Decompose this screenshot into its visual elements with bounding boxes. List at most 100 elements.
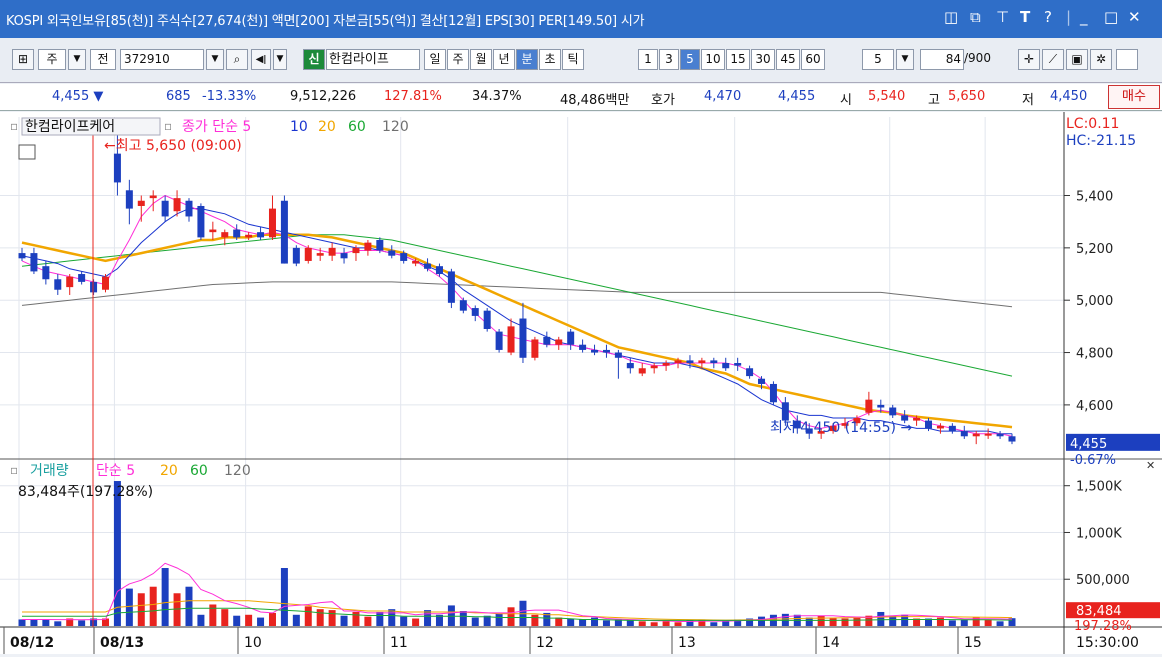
candle xyxy=(221,232,229,238)
price-legend-ma-120: 120 xyxy=(382,119,409,135)
candle xyxy=(292,247,300,264)
current-price: 4,455 ▼ xyxy=(52,89,104,104)
stock-info-title: KOSPI 외국인보유[85(천)] 주식수[27,674(천)] 액면[200… xyxy=(6,14,645,29)
interval-tab-15[interactable]: 15 xyxy=(726,49,750,70)
credit-badge[interactable]: 신 xyxy=(303,49,325,70)
data-count-total: /900 xyxy=(964,51,991,65)
volume-bar xyxy=(268,612,276,626)
interval-tab-1[interactable]: 1 xyxy=(638,49,658,70)
search-icon[interactable]: ⌕ xyxy=(226,49,248,70)
layout-icon[interactable]: ◫ xyxy=(944,8,959,26)
x-tick-label: 14 xyxy=(822,635,840,651)
candle xyxy=(519,318,527,358)
volume-bar xyxy=(591,617,599,626)
volume-bar xyxy=(901,614,909,626)
candle xyxy=(531,339,539,358)
candle xyxy=(66,276,74,288)
period-tab-6[interactable]: 틱 xyxy=(562,49,584,70)
interval-dropdown-icon[interactable]: ▼ xyxy=(896,49,914,70)
chart-area[interactable]: 5,400 5,200 5,000 4,800 4,600 1,500K 1,000K 500… xyxy=(0,112,1162,654)
interval-input[interactable]: 5 xyxy=(862,49,894,70)
restore-icon[interactable]: □ xyxy=(1104,8,1119,26)
candle xyxy=(483,310,491,329)
code-dropdown-icon[interactable]: ▼ xyxy=(206,49,224,70)
volume-legend-name: 거래량 xyxy=(30,463,69,479)
candle xyxy=(209,229,217,233)
candle xyxy=(638,368,646,374)
window-layout-icon[interactable]: ⊞ xyxy=(12,49,34,70)
candle xyxy=(149,195,157,199)
candle xyxy=(781,402,789,421)
x-tick-label: 12 xyxy=(536,635,554,651)
scope-button[interactable]: 전 xyxy=(90,49,116,70)
minimize-icon[interactable]: _ xyxy=(1080,8,1088,26)
data-count-input[interactable]: 84 xyxy=(920,49,964,70)
interval-tab-60[interactable]: 60 xyxy=(801,49,825,70)
volume-y-tick-label: 500,000 xyxy=(1076,573,1130,588)
buy-button[interactable]: 매수 xyxy=(1108,85,1160,109)
candle xyxy=(543,336,551,345)
option-checkbox[interactable] xyxy=(1116,49,1138,70)
gear-icon[interactable]: ✲ xyxy=(1090,49,1112,70)
window-icon[interactable]: ⧉ xyxy=(970,8,981,26)
candle xyxy=(984,433,992,436)
interval-tab-45[interactable]: 45 xyxy=(776,49,800,70)
calendar-icon xyxy=(18,144,36,160)
price-bar: 4,455 ▼ 685 -13.33% 9,512,226 127.81% 34… xyxy=(0,84,1162,111)
candle xyxy=(125,190,133,209)
speaker-icon[interactable]: ◀ǀ xyxy=(251,49,271,70)
price-legend-ma-10: 10 xyxy=(290,119,308,135)
current-price-tag-bg xyxy=(1066,433,1160,451)
pin-icon[interactable]: ⊤ xyxy=(996,8,1010,26)
candle xyxy=(817,431,825,434)
candle xyxy=(722,363,730,369)
font-icon[interactable]: T xyxy=(1020,8,1031,26)
trendline-icon[interactable]: ⟋ xyxy=(1042,49,1064,70)
candle xyxy=(400,253,408,261)
period-tab-0[interactable]: 일 xyxy=(424,49,446,70)
low-price: 4,450 xyxy=(1050,89,1088,104)
candle xyxy=(328,247,336,256)
candle xyxy=(388,250,396,256)
volume-bar xyxy=(913,618,921,626)
title-bar: KOSPI 외국인보유[85(천)] 주식수[27,674(천)] 액면[200… xyxy=(0,0,1162,38)
volume-bar xyxy=(352,611,360,626)
stock-code-input[interactable]: 372910 xyxy=(120,49,204,70)
speaker-dropdown-icon[interactable]: ▼ xyxy=(273,49,287,70)
candle xyxy=(865,399,873,413)
volume-bar xyxy=(543,612,551,626)
period-tab-5[interactable]: 초 xyxy=(539,49,561,70)
low-marker: 최저 4,450 (14:55) → xyxy=(770,420,912,436)
candle xyxy=(853,417,861,424)
price-legend-name: 한컴라이프케어 xyxy=(25,119,115,135)
volume-bar xyxy=(555,617,563,626)
save-icon[interactable]: ▣ xyxy=(1066,49,1088,70)
help-icon[interactable]: ? xyxy=(1044,8,1052,26)
volume-bar xyxy=(471,617,479,626)
period-tab-1[interactable]: 주 xyxy=(447,49,469,70)
volume-bar xyxy=(853,616,861,626)
stock-name-field[interactable]: 한컴라이프 xyxy=(326,49,420,70)
candle xyxy=(626,363,634,369)
candle xyxy=(340,253,348,259)
candle xyxy=(352,247,360,254)
interval-tab-5[interactable]: 5 xyxy=(680,49,700,70)
market-select[interactable]: 주 xyxy=(38,49,66,70)
volume-bar xyxy=(531,614,539,626)
interval-tab-3[interactable]: 3 xyxy=(659,49,679,70)
period-tab-3[interactable]: 년 xyxy=(493,49,515,70)
x-tick-label: 08/12 xyxy=(10,635,54,651)
period-tab-4[interactable]: 분 xyxy=(516,49,538,70)
period-tab-2[interactable]: 월 xyxy=(470,49,492,70)
interval-tab-10[interactable]: 10 xyxy=(701,49,725,70)
volume-bar xyxy=(364,616,372,626)
interval-tab-30[interactable]: 30 xyxy=(751,49,775,70)
candle xyxy=(42,266,50,280)
crosshair-icon[interactable]: ✛ xyxy=(1018,49,1040,70)
price-legend-ma-60: 60 xyxy=(348,119,366,135)
open-label: 시 xyxy=(840,93,852,108)
close-icon[interactable]: ✕ xyxy=(1128,8,1141,26)
market-dropdown-icon[interactable]: ▼ xyxy=(68,49,86,70)
volume-bar xyxy=(865,615,873,626)
chart-svg[interactable]: 5,400 5,200 5,000 4,800 4,600 1,500K 1,000K 500… xyxy=(0,112,1162,654)
